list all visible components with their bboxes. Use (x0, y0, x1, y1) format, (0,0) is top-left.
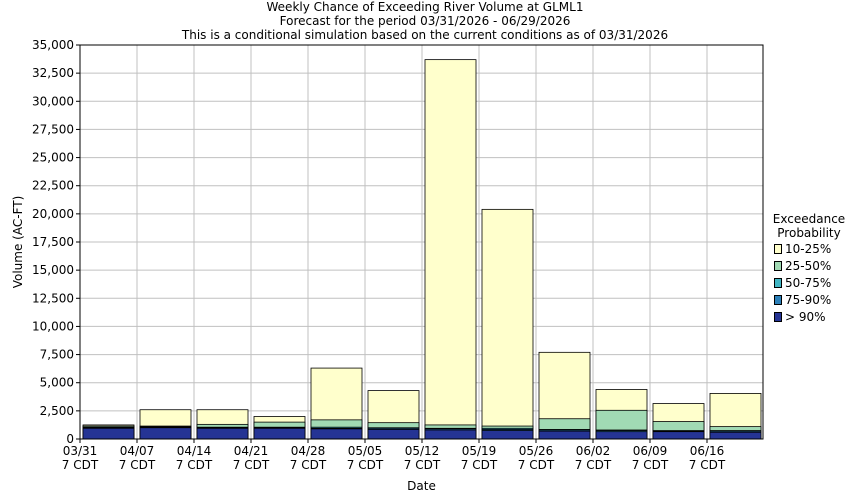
legend-swatch (774, 311, 782, 322)
y-tick-label: 5,000 (40, 376, 74, 390)
chart-subtitle: Forecast for the period 03/31/2026 - 06/… (279, 14, 571, 28)
bar-90-week-8 (481, 430, 534, 440)
y-tick-label: 35,000 (32, 38, 74, 52)
x-tick-label-time: 7 CDT (689, 458, 726, 472)
x-tick-label-time: 7 CDT (575, 458, 612, 472)
bar-90-week-4 (253, 427, 306, 440)
x-tick-label-time: 7 CDT (461, 458, 498, 472)
y-tick-label: 30,000 (32, 94, 74, 108)
x-tick-label-time: 7 CDT (290, 458, 327, 472)
x-tick-label-time: 7 CDT (632, 458, 669, 472)
legend-swatch (774, 294, 782, 305)
y-tick-label: 20,000 (32, 207, 74, 221)
y-tick-label: 32,500 (32, 66, 74, 80)
legend-label: 10-25% (785, 241, 832, 256)
legend-item: 50-75% (774, 274, 848, 291)
y-tick-label: 15,000 (32, 263, 74, 277)
y-tick-label: 2,500 (40, 404, 74, 418)
x-tick-label-time: 7 CDT (518, 458, 555, 472)
legend-title: Exceedance Probability (770, 212, 848, 240)
legend-item: 25-50% (774, 257, 848, 274)
y-axis-title: Volume (AC-FT) (11, 196, 25, 289)
x-tick-label-date: 06/02 (576, 444, 611, 458)
legend-label: 50-75% (785, 275, 832, 290)
x-tick-label-time: 7 CDT (62, 458, 99, 472)
y-tick-label: 22,500 (32, 179, 74, 193)
x-tick-label-date: 04/14 (177, 444, 212, 458)
legend-label: 75-90% (785, 292, 832, 307)
legend-swatch (774, 243, 782, 254)
y-tick-label: 7,500 (40, 348, 74, 362)
y-tick-label: 10,000 (32, 319, 74, 333)
x-tick-label-date: 05/26 (519, 444, 554, 458)
bar-90-week-10 (595, 431, 648, 440)
x-tick-label-date: 05/12 (405, 444, 440, 458)
legend-item: > 90% (774, 308, 848, 325)
x-tick-label-date: 05/19 (462, 444, 497, 458)
bar-90-week-3 (196, 427, 249, 440)
bar-10-25-week-7 (424, 59, 477, 440)
x-tick-label-date: 05/05 (348, 444, 383, 458)
bar-90-week-9 (538, 430, 591, 440)
x-tick-label-date: 03/31 (63, 444, 98, 458)
legend-label: 25-50% (785, 258, 832, 273)
legend-items: 10-25% 25-50% 50-75% 75-90% > 90% (770, 240, 848, 325)
bar-90-week-11 (652, 431, 705, 440)
y-tick-label: 17,500 (32, 235, 74, 249)
legend-item: 75-90% (774, 291, 848, 308)
x-tick-label-time: 7 CDT (233, 458, 270, 472)
legend-label: > 90% (785, 309, 826, 324)
legend: Exceedance Probability 10-25% 25-50% 50-75… (770, 212, 848, 325)
legend-title-line2: Probability (777, 226, 841, 240)
x-tick-label-date: 06/09 (633, 444, 668, 458)
x-tick-label-date: 04/21 (234, 444, 269, 458)
x-tick-label-time: 7 CDT (176, 458, 213, 472)
bar-90-week-7 (424, 429, 477, 440)
chart-title: Weekly Chance of Exceeding River Volume … (266, 0, 584, 14)
y-tick-label: 27,500 (32, 122, 74, 136)
legend-title-line1: Exceedance (772, 212, 846, 226)
x-tick-label-date: 04/28 (291, 444, 326, 458)
bar-10-25-week-8 (481, 208, 534, 440)
legend-swatch (774, 277, 782, 288)
bar-90-week-12 (709, 431, 762, 440)
x-tick-label-time: 7 CDT (119, 458, 156, 472)
bar-90-week-5 (310, 428, 363, 440)
x-tick-label-time: 7 CDT (404, 458, 441, 472)
x-tick-label-date: 06/16 (690, 444, 725, 458)
y-tick-label: 0 (66, 432, 74, 446)
x-tick-label-date: 04/07 (120, 444, 155, 458)
legend-swatch (774, 260, 782, 271)
bar-90-week-1 (82, 427, 135, 440)
x-tick-label-time: 7 CDT (347, 458, 384, 472)
legend-item: 10-25% (774, 240, 848, 257)
bar-90-week-6 (367, 429, 420, 440)
x-axis-title: Date (407, 479, 436, 493)
chart-subtitle-conditions: This is a conditional simulation based o… (181, 28, 669, 42)
y-tick-label: 25,000 (32, 151, 74, 165)
y-tick-label: 12,500 (32, 291, 74, 305)
bar-90-week-2 (139, 427, 192, 440)
